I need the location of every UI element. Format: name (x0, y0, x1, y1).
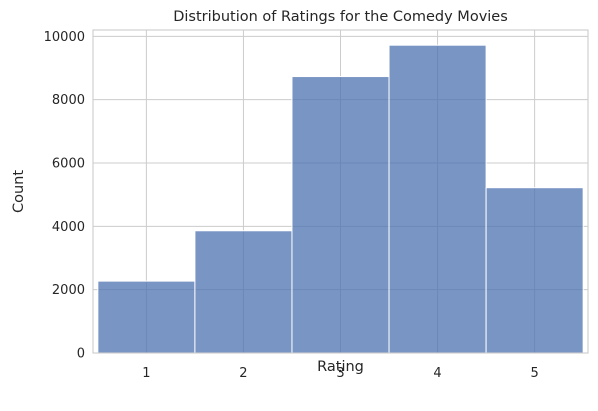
bar-series (98, 45, 583, 353)
x-axis-label: Rating (317, 359, 364, 375)
y-tick-label: 6000 (52, 157, 85, 172)
x-tick-label: 1 (142, 366, 150, 381)
plot-area (93, 30, 588, 353)
y-tick-label: 8000 (52, 93, 85, 108)
x-tick-label: 5 (530, 366, 538, 381)
y-tick-label: 4000 (52, 220, 85, 235)
y-axis-ticks: 0 2000 4000 6000 8000 10000 (44, 30, 85, 362)
y-tick-label: 10000 (44, 30, 85, 45)
bar-rating-1 (98, 281, 195, 353)
y-tick-label: 0 (77, 347, 85, 362)
x-tick-label: 4 (433, 366, 441, 381)
bar-rating-2 (195, 231, 292, 353)
bar-rating-3 (292, 77, 389, 353)
x-tick-label: 2 (239, 366, 247, 381)
bar-rating-4 (389, 45, 486, 353)
y-tick-label: 2000 (52, 283, 85, 298)
y-axis-label: Count (11, 170, 27, 213)
bar-rating-5 (486, 188, 583, 353)
chart-title: Distribution of Ratings for the Comedy M… (173, 9, 508, 25)
